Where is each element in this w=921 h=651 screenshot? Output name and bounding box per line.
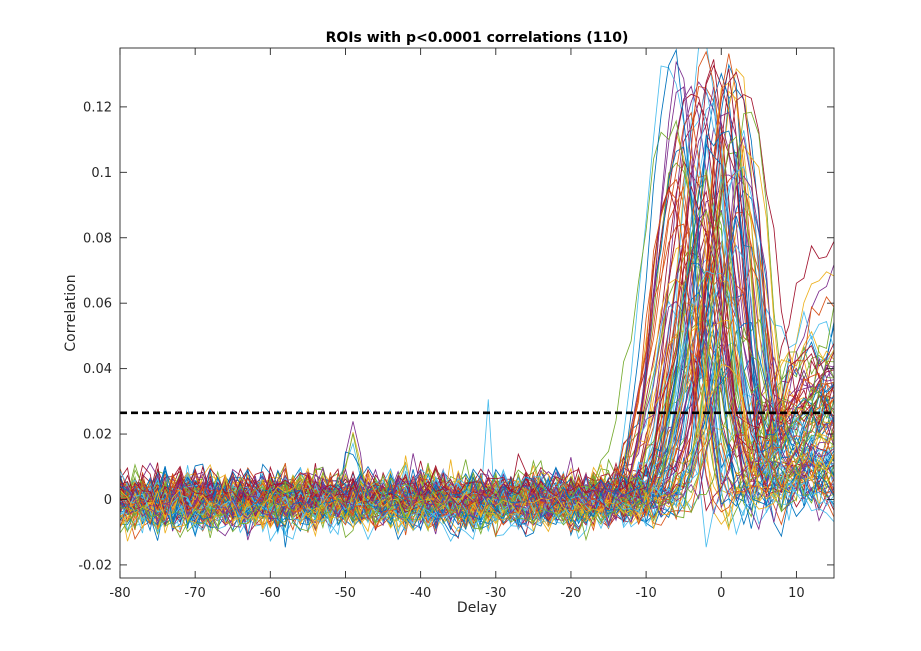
x-tick-label: 0 xyxy=(717,586,725,601)
chart-title: ROIs with p<0.0001 correlations (110) xyxy=(326,30,629,46)
series-line xyxy=(120,300,834,548)
y-axis-ticks: -0.02 0 0.02 0.04 0.06 0.08 0.1 0.12 xyxy=(78,100,834,573)
x-tick-label: -30 xyxy=(485,586,506,601)
series-line xyxy=(120,50,834,531)
y-tick-label: 0.12 xyxy=(83,100,112,115)
series-line xyxy=(120,208,834,518)
x-tick-label: -70 xyxy=(185,586,206,601)
series-line xyxy=(120,319,834,528)
y-tick-label: 0.02 xyxy=(83,428,112,443)
x-tick-label: 10 xyxy=(788,586,805,601)
x-tick-label: -40 xyxy=(410,586,431,601)
series-line xyxy=(120,363,834,529)
x-tick-label: -20 xyxy=(560,586,581,601)
series-line xyxy=(120,185,834,512)
series-line xyxy=(120,305,834,516)
y-axis-label: Correlation xyxy=(63,274,79,351)
axes-box xyxy=(119,47,835,579)
x-axis-ticks: -80 -70 -60 -50 -40 -30 -20 -10 0 10 xyxy=(109,48,805,601)
series-line xyxy=(120,135,834,539)
x-tick-label: -60 xyxy=(260,586,281,601)
y-tick-label: 0.06 xyxy=(83,297,112,312)
series-group xyxy=(120,48,834,548)
y-tick-label: 0.08 xyxy=(83,231,112,246)
series-line xyxy=(120,175,834,527)
y-tick-label: 0.1 xyxy=(91,166,112,181)
x-tick-label: -10 xyxy=(635,586,656,601)
y-tick-label: 0 xyxy=(104,493,112,508)
x-tick-label: -50 xyxy=(335,586,356,601)
series-line xyxy=(120,165,834,533)
x-tick-label: -80 xyxy=(109,586,130,601)
series-line xyxy=(120,304,834,531)
series-line xyxy=(120,262,834,531)
y-tick-label: -0.02 xyxy=(78,558,112,573)
y-tick-label: 0.04 xyxy=(83,362,112,377)
x-axis-label: Delay xyxy=(457,600,497,616)
